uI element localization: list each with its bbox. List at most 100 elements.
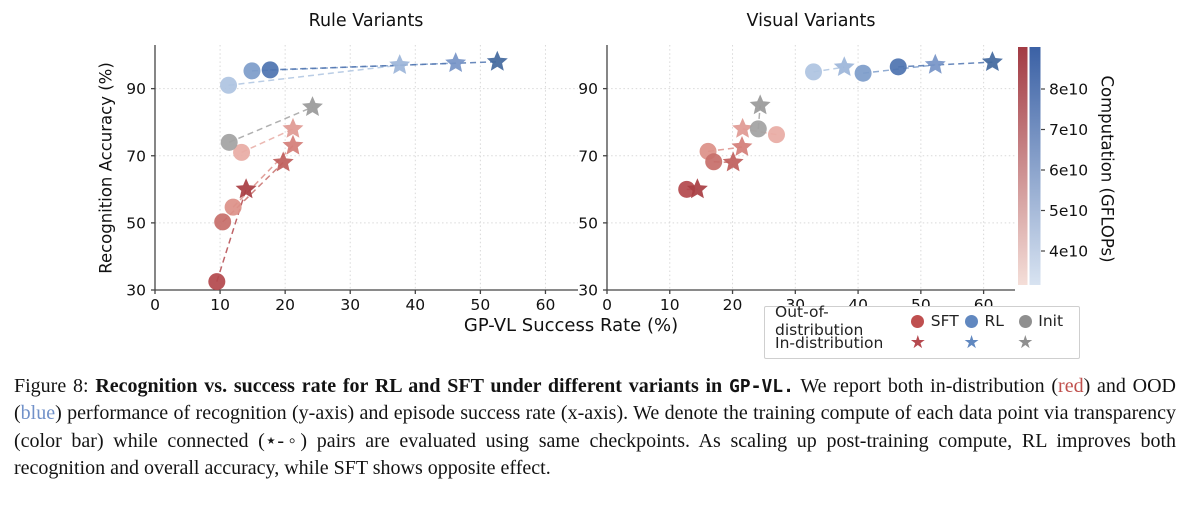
y-tick-label: 30 bbox=[126, 282, 146, 300]
colorbar-tick-label: 5e10 bbox=[1049, 202, 1088, 220]
data-point-circle bbox=[678, 180, 696, 198]
y-tick-label: 90 bbox=[126, 80, 146, 98]
x-tick-label: 20 bbox=[275, 296, 295, 314]
pair-connector bbox=[228, 64, 400, 87]
gridlines bbox=[606, 45, 1015, 291]
legend-row-id: In-distribution ★ ★ ★ bbox=[775, 332, 1071, 354]
colorbar-red-strip bbox=[1018, 47, 1028, 285]
init-circle-icon bbox=[1017, 314, 1033, 328]
data-point-star bbox=[924, 53, 946, 74]
caption-red-word: red bbox=[1058, 375, 1084, 397]
data-point-star bbox=[749, 94, 771, 115]
data-point-star bbox=[833, 56, 855, 76]
data-point-circle bbox=[220, 133, 238, 151]
data-point-star bbox=[731, 136, 753, 156]
data-point-star bbox=[272, 151, 294, 172]
data-point-star bbox=[722, 151, 744, 172]
legend-entry-rl-star: ★ bbox=[963, 332, 1018, 353]
y-axis-label: Recognition Accuracy (%) bbox=[96, 62, 116, 274]
sft-star-icon: ★ bbox=[909, 332, 926, 353]
rl-star-icon: ★ bbox=[963, 332, 980, 353]
data-point-circle bbox=[854, 64, 872, 82]
caption-prefix: Figure 8: bbox=[14, 375, 96, 397]
x-tick-label: 20 bbox=[723, 296, 743, 314]
left-plot-title: Rule Variants bbox=[308, 11, 424, 31]
figure-caption: Figure 8: Recognition vs. success rate f… bbox=[14, 375, 1177, 480]
right-plot-title: Visual Variants bbox=[746, 11, 876, 31]
x-tick-label: 10 bbox=[210, 296, 230, 314]
legend-label-ood: Out-of-distribution bbox=[775, 303, 864, 339]
caption-blue-word: blue bbox=[20, 402, 56, 425]
data-points bbox=[678, 51, 1003, 199]
y-tick-label: 50 bbox=[578, 214, 598, 232]
y-tick-label: 70 bbox=[126, 147, 146, 165]
data-point-star bbox=[981, 51, 1003, 71]
data-point-star bbox=[302, 96, 323, 116]
x-tick-label: 30 bbox=[340, 296, 360, 314]
pair-connector bbox=[270, 61, 498, 71]
x-tick-label: 40 bbox=[405, 296, 425, 314]
data-point-circle bbox=[214, 213, 232, 231]
data-point-circle bbox=[805, 63, 823, 81]
y-tick-label: 90 bbox=[578, 80, 598, 98]
colorbar-title: Computation (GFLOPs) bbox=[1097, 75, 1117, 263]
colorbar-tick-label: 4e10 bbox=[1049, 243, 1088, 261]
data-point-star bbox=[445, 52, 467, 72]
data-point-circle bbox=[705, 153, 723, 171]
x-tick-label: 10 bbox=[660, 296, 680, 314]
tick-labels: 0 10 20 30 40 50 60 30 50 70 90 bbox=[126, 80, 555, 314]
data-point-circle bbox=[243, 62, 261, 80]
data-point-star bbox=[732, 117, 753, 138]
x-tick-label: 0 bbox=[150, 296, 160, 314]
axes bbox=[603, 45, 1015, 294]
legend-entry-init: Init bbox=[1017, 312, 1071, 330]
data-point-circle bbox=[233, 143, 251, 161]
colorbar-blue-strip bbox=[1029, 47, 1041, 285]
data-point-star bbox=[282, 117, 304, 138]
data-point-star bbox=[486, 50, 508, 71]
data-point-circle bbox=[220, 76, 238, 94]
data-point-circle bbox=[224, 198, 242, 216]
caption-bold: Recognition vs. success rate for RL and … bbox=[95, 375, 729, 397]
data-point-circle bbox=[208, 273, 226, 291]
gridlines bbox=[154, 45, 578, 291]
legend: Out-of-distribution SFT RL Init In-distr… bbox=[764, 303, 1080, 359]
data-point-circle bbox=[261, 61, 279, 79]
init-star-icon: ★ bbox=[1017, 332, 1034, 353]
legend-entry-sft: SFT bbox=[910, 312, 964, 330]
legend-row-ood: Out-of-distribution SFT RL Init bbox=[775, 303, 1071, 339]
y-tick-label: 30 bbox=[578, 282, 598, 300]
x-tick-label: 0 bbox=[602, 296, 612, 314]
legend-entry-sft-star: ★ bbox=[909, 332, 964, 353]
pair-connector bbox=[898, 61, 993, 68]
colorbar: 8e10 7e10 6e10 5e10 4e10 bbox=[1018, 47, 1088, 285]
legend-entry-rl: RL bbox=[964, 312, 1018, 330]
x-tick-label: 60 bbox=[536, 296, 556, 314]
data-point-star bbox=[282, 134, 304, 155]
colorbar-tick-label: 6e10 bbox=[1049, 162, 1088, 180]
x-tick-label: 50 bbox=[471, 296, 491, 314]
pair-connectors bbox=[216, 61, 498, 282]
data-point-star bbox=[235, 178, 257, 199]
y-tick-label: 50 bbox=[126, 214, 146, 232]
caption-gpvl: GP-VL. bbox=[728, 376, 794, 397]
data-point-star bbox=[389, 54, 411, 74]
caption-star-circle-glyph: ⋆-◦ bbox=[264, 429, 301, 452]
rl-circle-icon bbox=[964, 314, 980, 328]
data-point-circle bbox=[767, 126, 785, 144]
sft-circle-icon bbox=[910, 314, 926, 328]
data-point-circle bbox=[889, 58, 907, 76]
y-tick-label: 70 bbox=[578, 147, 598, 165]
data-point-circle bbox=[749, 120, 767, 138]
data-point-star bbox=[686, 178, 708, 199]
legend-label-id: In-distribution bbox=[775, 334, 884, 352]
colorbar-tick-label: 7e10 bbox=[1049, 121, 1088, 139]
pair-connector bbox=[228, 106, 313, 144]
subplot-rule: 0 10 20 30 40 50 60 30 50 70 90 bbox=[126, 45, 578, 314]
colorbar-tick-label: 8e10 bbox=[1049, 81, 1088, 99]
data-points bbox=[208, 50, 508, 291]
